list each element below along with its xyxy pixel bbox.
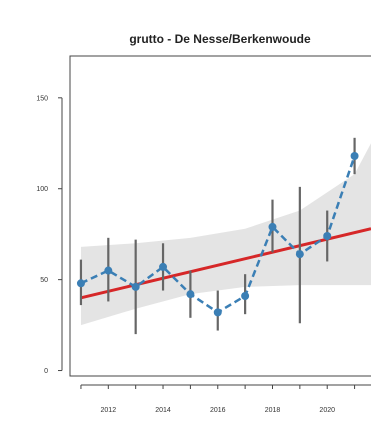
x-tick-label: 2014: [155, 407, 171, 414]
data-point: [241, 292, 250, 300]
data-point: [323, 232, 332, 240]
y-tick-label: 50: [40, 277, 48, 284]
trend-line: [80, 227, 371, 300]
data-point: [268, 222, 277, 231]
y-tick-label: 150: [36, 95, 48, 102]
axes: 0 50 100 150 2012 2014 2016 2018 2020: [36, 55, 371, 414]
data-point: [350, 152, 359, 160]
x-tick-label: 2018: [265, 407, 281, 414]
data-point: [76, 279, 85, 288]
y-tick-label: 100: [36, 186, 48, 193]
y-tick-label: 0: [44, 368, 48, 375]
data-point: [131, 282, 140, 291]
plot-frame: [69, 55, 371, 377]
trend-line-layer: [80, 227, 371, 300]
x-tick-label: 2012: [101, 407, 117, 414]
data-point: [213, 308, 222, 317]
data-point: [295, 250, 304, 259]
x-tick-label: 2020: [319, 407, 335, 414]
data-point: [159, 262, 168, 271]
data-point: [186, 290, 195, 299]
chart-title: grutto - De Nesse/Berkenwoude: [129, 32, 311, 46]
observed-series-layer: [76, 152, 359, 317]
data-point: [104, 266, 113, 275]
x-tick-label: 2016: [210, 407, 226, 414]
